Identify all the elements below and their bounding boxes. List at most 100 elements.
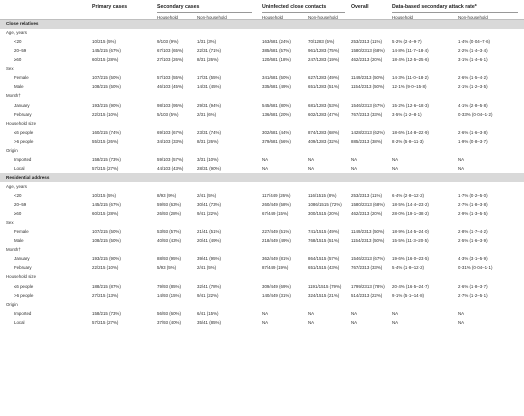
cell-uninfected-nonhousehold: 300/1515 (20%)	[308, 211, 340, 217]
cell-overall: 1428/2313 (62%)	[351, 129, 385, 135]
subheader-secondary-household: Household	[157, 14, 178, 20]
cell-attack-household: 14·3% (11·0–18·2)	[392, 75, 429, 81]
cell-uninfected-nonhousehold: NA	[308, 165, 315, 171]
cell-secondary-nonhousehold: 35/41 (85%)	[197, 319, 221, 325]
cell-uninfected-nonhousehold: 651/1515 (43%)	[308, 265, 340, 271]
cell-secondary-household: 67/103 (65%)	[157, 48, 184, 54]
cell-primary-cases: 57/215 (27%)	[92, 165, 119, 171]
cell-attack-household: 12·1% (9·0–15·8)	[392, 84, 427, 90]
row-label: <20	[14, 39, 22, 45]
group-header-row: Month†	[0, 246, 524, 255]
cell-attack-household: 3·5% (1·2–8·1)	[392, 111, 422, 117]
subheader-uninfected-nonhousehold: Non-household	[308, 14, 338, 20]
cell-secondary-household: 37/93 (40%)	[157, 319, 181, 325]
cell-uninfected-household: 302/681 (44%)	[262, 129, 291, 135]
cell-uninfected-household: 87/449 (19%)	[262, 265, 289, 271]
cell-primary-cases: 60/215 (28%)	[92, 211, 119, 217]
cell-primary-cases: 145/215 (67%)	[92, 48, 121, 54]
group-header-row: Origin	[0, 300, 524, 309]
cell-overall: 462/2313 (20%)	[351, 57, 383, 63]
cell-primary-cases: 158/215 (73%)	[92, 156, 121, 162]
cell-uninfected-nonhousehold: NA	[308, 319, 315, 325]
cell-uninfected-nonhousehold: 70/1283 (5%)	[308, 39, 335, 45]
cell-attack-nonhousehold: 2·8% (1·7–4·2)	[458, 229, 488, 235]
row-label: Male	[14, 238, 24, 244]
cell-uninfected-household: NA	[262, 310, 269, 316]
cell-secondary-household: 40/93 (43%)	[157, 238, 181, 244]
cell-attack-household: 15·2% (12·6–18·3)	[392, 102, 429, 108]
group-label: Household size	[6, 274, 37, 280]
table-row: <20 10/215 (5%) 9/103 (9%) 1/31 (3%) 163/681…	[0, 38, 524, 47]
cell-secondary-nonhousehold: 2/31 (6%)	[197, 111, 217, 117]
cell-secondary-household: 59/103 (57%)	[157, 156, 184, 162]
cell-attack-household: 5·2% (2·4–9·7)	[392, 39, 422, 45]
cell-uninfected-nonhousehold: 681/1283 (53%)	[308, 102, 340, 108]
cell-secondary-household: 44/103 (43%)	[157, 165, 184, 171]
cell-secondary-nonhousehold: 39/41 (95%)	[197, 256, 221, 262]
cell-uninfected-household: 260/449 (58%)	[262, 202, 291, 208]
header-underline-uninfected	[262, 12, 345, 13]
subheader-secondary-nonhousehold: Non-household	[197, 14, 227, 20]
cell-secondary-household: 88/93 (95%)	[157, 256, 181, 262]
cell-uninfected-household: 117/449 (26%)	[262, 193, 291, 199]
cell-secondary-nonhousehold: 29/31 (94%)	[197, 102, 221, 108]
section-header-row: Close relatives	[0, 19, 524, 29]
cell-uninfected-household: 120/681 (18%)	[262, 57, 291, 63]
cell-attack-nonhousehold: 2·6% (1·5–4·2)	[458, 75, 488, 81]
cell-secondary-household: 26/93 (28%)	[157, 211, 181, 217]
row-label: Imported	[14, 156, 32, 162]
cell-uninfected-household: 341/681 (50%)	[262, 75, 291, 81]
cell-secondary-household: 69/103 (67%)	[157, 129, 184, 135]
table-row: Local 57/215 (27%) 44/103 (43%) 28/31 (90%)…	[0, 164, 524, 173]
table-row: Imported 158/215 (73%) 56/93 (60%) 6/41 (15…	[0, 309, 524, 318]
cell-primary-cases: 57/215 (27%)	[92, 319, 119, 325]
cell-secondary-household: 53/93 (57%)	[157, 229, 181, 235]
cell-uninfected-household: 140/449 (31%)	[262, 292, 291, 298]
cell-secondary-nonhousehold: 32/41 (78%)	[197, 283, 221, 289]
cell-primary-cases: 145/215 (67%)	[92, 202, 121, 208]
cell-attack-household: NA	[392, 165, 399, 171]
table-row: ≤6 people 160/215 (74%) 69/103 (67%) 23/31 …	[0, 128, 524, 137]
row-label: Local	[14, 319, 25, 325]
cell-attack-nonhousehold: NA	[458, 165, 465, 171]
row-label: February	[14, 111, 32, 117]
group-label: Age, years	[6, 183, 27, 189]
cell-uninfected-nonhousehold: 768/1515 (51%)	[308, 238, 340, 244]
cell-uninfected-household: 67/449 (15%)	[262, 211, 289, 217]
cell-attack-household: 18·5% (14·4–23·2)	[392, 202, 429, 208]
cell-attack-nonhousehold: 1·7% (0·2–5·0)	[458, 193, 488, 199]
cell-attack-household: 8·2% (5·8–11·3)	[392, 138, 424, 144]
table-row: Male 108/215 (50%) 46/103 (45%) 14/31 (45%)…	[0, 83, 524, 92]
cell-uninfected-nonhousehold: NA	[308, 310, 315, 316]
row-label: 20–59	[14, 202, 27, 208]
group-header-row: Household size	[0, 119, 524, 128]
cell-secondary-nonhousehold: 23/31 (74%)	[197, 129, 221, 135]
cell-attack-nonhousehold: 2·5% (1·6–3·9)	[458, 238, 488, 244]
cell-uninfected-household: NA	[262, 165, 269, 171]
row-label: January	[14, 256, 30, 262]
cell-secondary-nonhousehold: 17/31 (55%)	[197, 75, 221, 81]
row-label: ≤6 people	[14, 129, 34, 135]
cell-uninfected-nonhousehold: 627/1283 (49%)	[308, 75, 340, 81]
cell-attack-household: 20·4% (16·5–24·7)	[392, 283, 429, 289]
header-underline-secondary	[157, 12, 252, 13]
row-label: January	[14, 102, 30, 108]
table-row: ≤6 people 188/215 (87%) 79/93 (85%) 32/41 (…	[0, 282, 524, 291]
group-header-row: Month†	[0, 92, 524, 101]
cell-overall: 1149/2313 (50%)	[351, 75, 385, 81]
cell-overall: NA	[351, 319, 358, 325]
group-label: Household size	[6, 120, 37, 126]
header-uninfected-contacts: Uninfected close contacts	[262, 4, 327, 10]
cell-secondary-household: 8/93 (9%)	[157, 193, 177, 199]
cell-secondary-household: 27/103 (26%)	[157, 57, 184, 63]
group-label: Origin	[6, 147, 18, 153]
subheader-attack-nonhousehold: Non-household	[458, 14, 488, 20]
header-secondary-cases: Secondary cases	[157, 4, 200, 10]
header-underline-attack	[392, 12, 518, 13]
table-row: Male 108/215 (50%) 40/93 (43%) 20/41 (49%) 2…	[0, 237, 524, 246]
cell-attack-nonhousehold: 3·1% (1·4–6·1)	[458, 57, 488, 63]
section-title: Residential address	[6, 174, 50, 180]
cell-attack-nonhousehold: 1·4% (0·04–7·6)	[458, 39, 490, 45]
cell-attack-nonhousehold: 2·6% (1·6–3·8)	[458, 129, 488, 135]
